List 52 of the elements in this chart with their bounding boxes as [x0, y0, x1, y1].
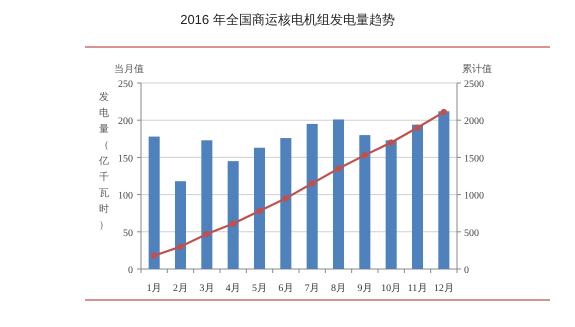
y2-tick-label: 0	[464, 265, 469, 276]
bar	[174, 181, 186, 269]
x-tick-label: 1月	[146, 283, 162, 294]
bar	[412, 124, 424, 269]
x-tick-label: 10月	[381, 283, 402, 294]
point	[256, 208, 263, 214]
bar	[148, 136, 160, 269]
bar	[332, 119, 344, 269]
x-tick-label: 11月	[408, 283, 428, 294]
point	[308, 180, 316, 187]
y2-tick-label: 1500	[464, 153, 484, 164]
x-tick-label: 3月	[199, 283, 214, 294]
bar	[280, 138, 292, 269]
x-tick-label: 8月	[331, 283, 346, 294]
y-tick-label: 100	[118, 190, 133, 202]
point	[414, 124, 421, 131]
text: 发电量（亿千瓦时）	[99, 92, 109, 231]
y2-tick-label: 1000	[464, 190, 484, 202]
x-tick-label: 4月	[226, 283, 241, 294]
point	[282, 195, 290, 202]
point	[362, 152, 368, 158]
x-tick-label: 12月	[434, 283, 454, 294]
chart-title: 2016 年全国商运核电机组发电量趋势	[180, 12, 395, 27]
y-tick-label: 250	[118, 79, 133, 90]
point	[230, 220, 236, 227]
bar	[254, 148, 266, 269]
y-tick-label: 150	[118, 153, 133, 164]
point	[177, 243, 184, 250]
y-tick-label: 200	[118, 116, 133, 128]
point	[335, 165, 342, 172]
bar	[438, 111, 450, 269]
y2-tick-label: 500	[464, 228, 479, 239]
x-tick-label: 6月	[278, 283, 294, 294]
y-tick-label: 50	[123, 228, 133, 239]
x-tick-label: 5月	[252, 283, 267, 294]
bar	[228, 161, 239, 269]
bar	[359, 135, 370, 269]
bar	[201, 140, 212, 269]
point	[388, 139, 394, 146]
point	[150, 252, 158, 259]
y2-axis-title: 累计值	[462, 63, 492, 75]
y-tick-label: 0	[128, 265, 133, 276]
x-tick-label: 9月	[357, 283, 372, 294]
x-tick-label: 2月	[173, 283, 188, 294]
y2-tick-label: 2000	[464, 116, 484, 128]
point	[204, 230, 210, 238]
point	[440, 108, 448, 116]
bar	[306, 124, 318, 269]
text: 当月值	[114, 63, 144, 75]
bar	[386, 140, 397, 269]
x-tick-label: 7月	[304, 283, 320, 294]
y2-tick-label: 2500	[464, 79, 484, 90]
